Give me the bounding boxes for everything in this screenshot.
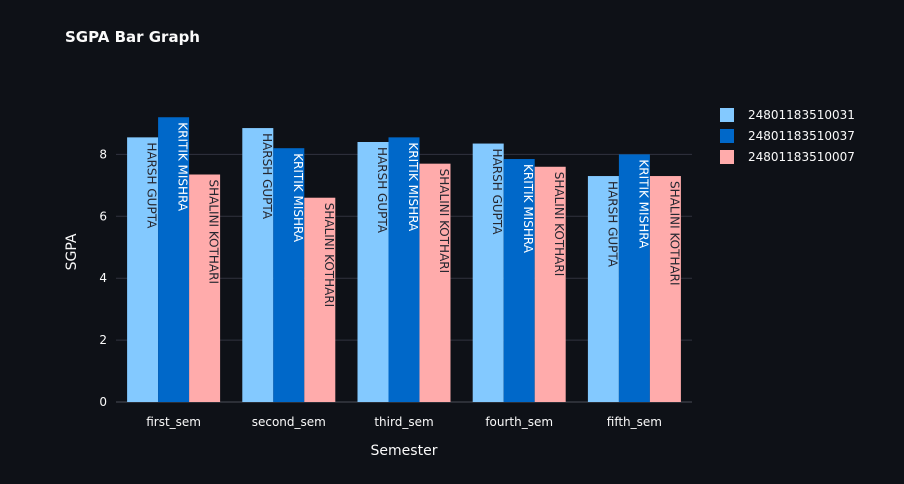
bar[interactable] [388, 137, 420, 402]
legend[interactable]: 24801183510031 24801183510037 248011835100… [720, 108, 855, 164]
x-tick-label: second_sem [252, 415, 326, 429]
bar-data-label: SHALINI KOTHARI [552, 172, 566, 277]
bar[interactable] [419, 163, 451, 402]
y-tick-label: 6 [99, 209, 107, 223]
bar[interactable] [534, 166, 566, 402]
chart-title: SGPA Bar Graph [65, 28, 200, 46]
y-tick-label: 2 [99, 333, 107, 347]
x-tick-label: third_sem [374, 415, 433, 429]
bar[interactable] [189, 174, 221, 403]
bar-data-label: HARSH GUPTA [375, 147, 389, 234]
bar-data-label: HARSH GUPTA [490, 149, 504, 236]
bar[interactable] [472, 143, 504, 403]
bar-data-label: HARSH GUPTA [145, 142, 159, 229]
bar[interactable] [158, 117, 190, 402]
y-tick-label: 4 [99, 271, 107, 285]
bar-data-label: SHALINI KOTHARI [322, 203, 336, 308]
bar[interactable] [304, 197, 336, 402]
bar-data-label: KRITIK MISHRA [521, 164, 535, 254]
bar-data-label: SHALINI KOTHARI [667, 181, 681, 286]
legend-entry-label[interactable]: 24801183510007 [748, 150, 855, 164]
bar[interactable] [649, 176, 681, 402]
x-tick-label: first_sem [146, 415, 201, 429]
bar[interactable] [273, 148, 305, 402]
bar[interactable] [587, 176, 619, 402]
legend-entry-label[interactable]: 24801183510037 [748, 129, 855, 143]
bar-data-label: KRITIK MISHRA [636, 159, 650, 249]
legend-swatch[interactable] [720, 108, 734, 122]
bar-data-label: KRITIK MISHRA [406, 142, 420, 232]
bar-data-label: SHALINI KOTHARI [207, 180, 221, 285]
bar-data-label: KRITIK MISHRA [291, 153, 305, 243]
legend-swatch[interactable] [720, 150, 734, 164]
bars: HARSH GUPTA KRITIK MISHRA SHALINI KOTHARI H… [127, 117, 681, 403]
y-tick-label: 0 [99, 395, 107, 409]
x-axis-title: Semester [371, 443, 438, 459]
legend-entry-label[interactable]: 24801183510031 [748, 108, 855, 122]
x-tick-label: fifth_sem [607, 415, 662, 429]
bar-data-label: HARSH GUPTA [260, 133, 274, 220]
x-tick-label: fourth_sem [485, 415, 553, 429]
bar[interactable] [242, 128, 274, 403]
bar[interactable] [503, 159, 535, 402]
bar-data-label: SHALINI KOTHARI [437, 169, 451, 274]
bar-data-label: KRITIK MISHRA [176, 122, 190, 212]
y-tick-label: 8 [99, 147, 107, 161]
bar[interactable] [357, 142, 389, 402]
bar[interactable] [618, 154, 650, 402]
bar-data-label: HARSH GUPTA [605, 181, 619, 268]
y-axis-title: SGPA [64, 233, 80, 270]
bar[interactable] [127, 137, 159, 402]
legend-swatch[interactable] [720, 129, 734, 143]
axes: 0 2 4 6 8 first_sem second_sem third_sem fourth_… [99, 147, 662, 429]
